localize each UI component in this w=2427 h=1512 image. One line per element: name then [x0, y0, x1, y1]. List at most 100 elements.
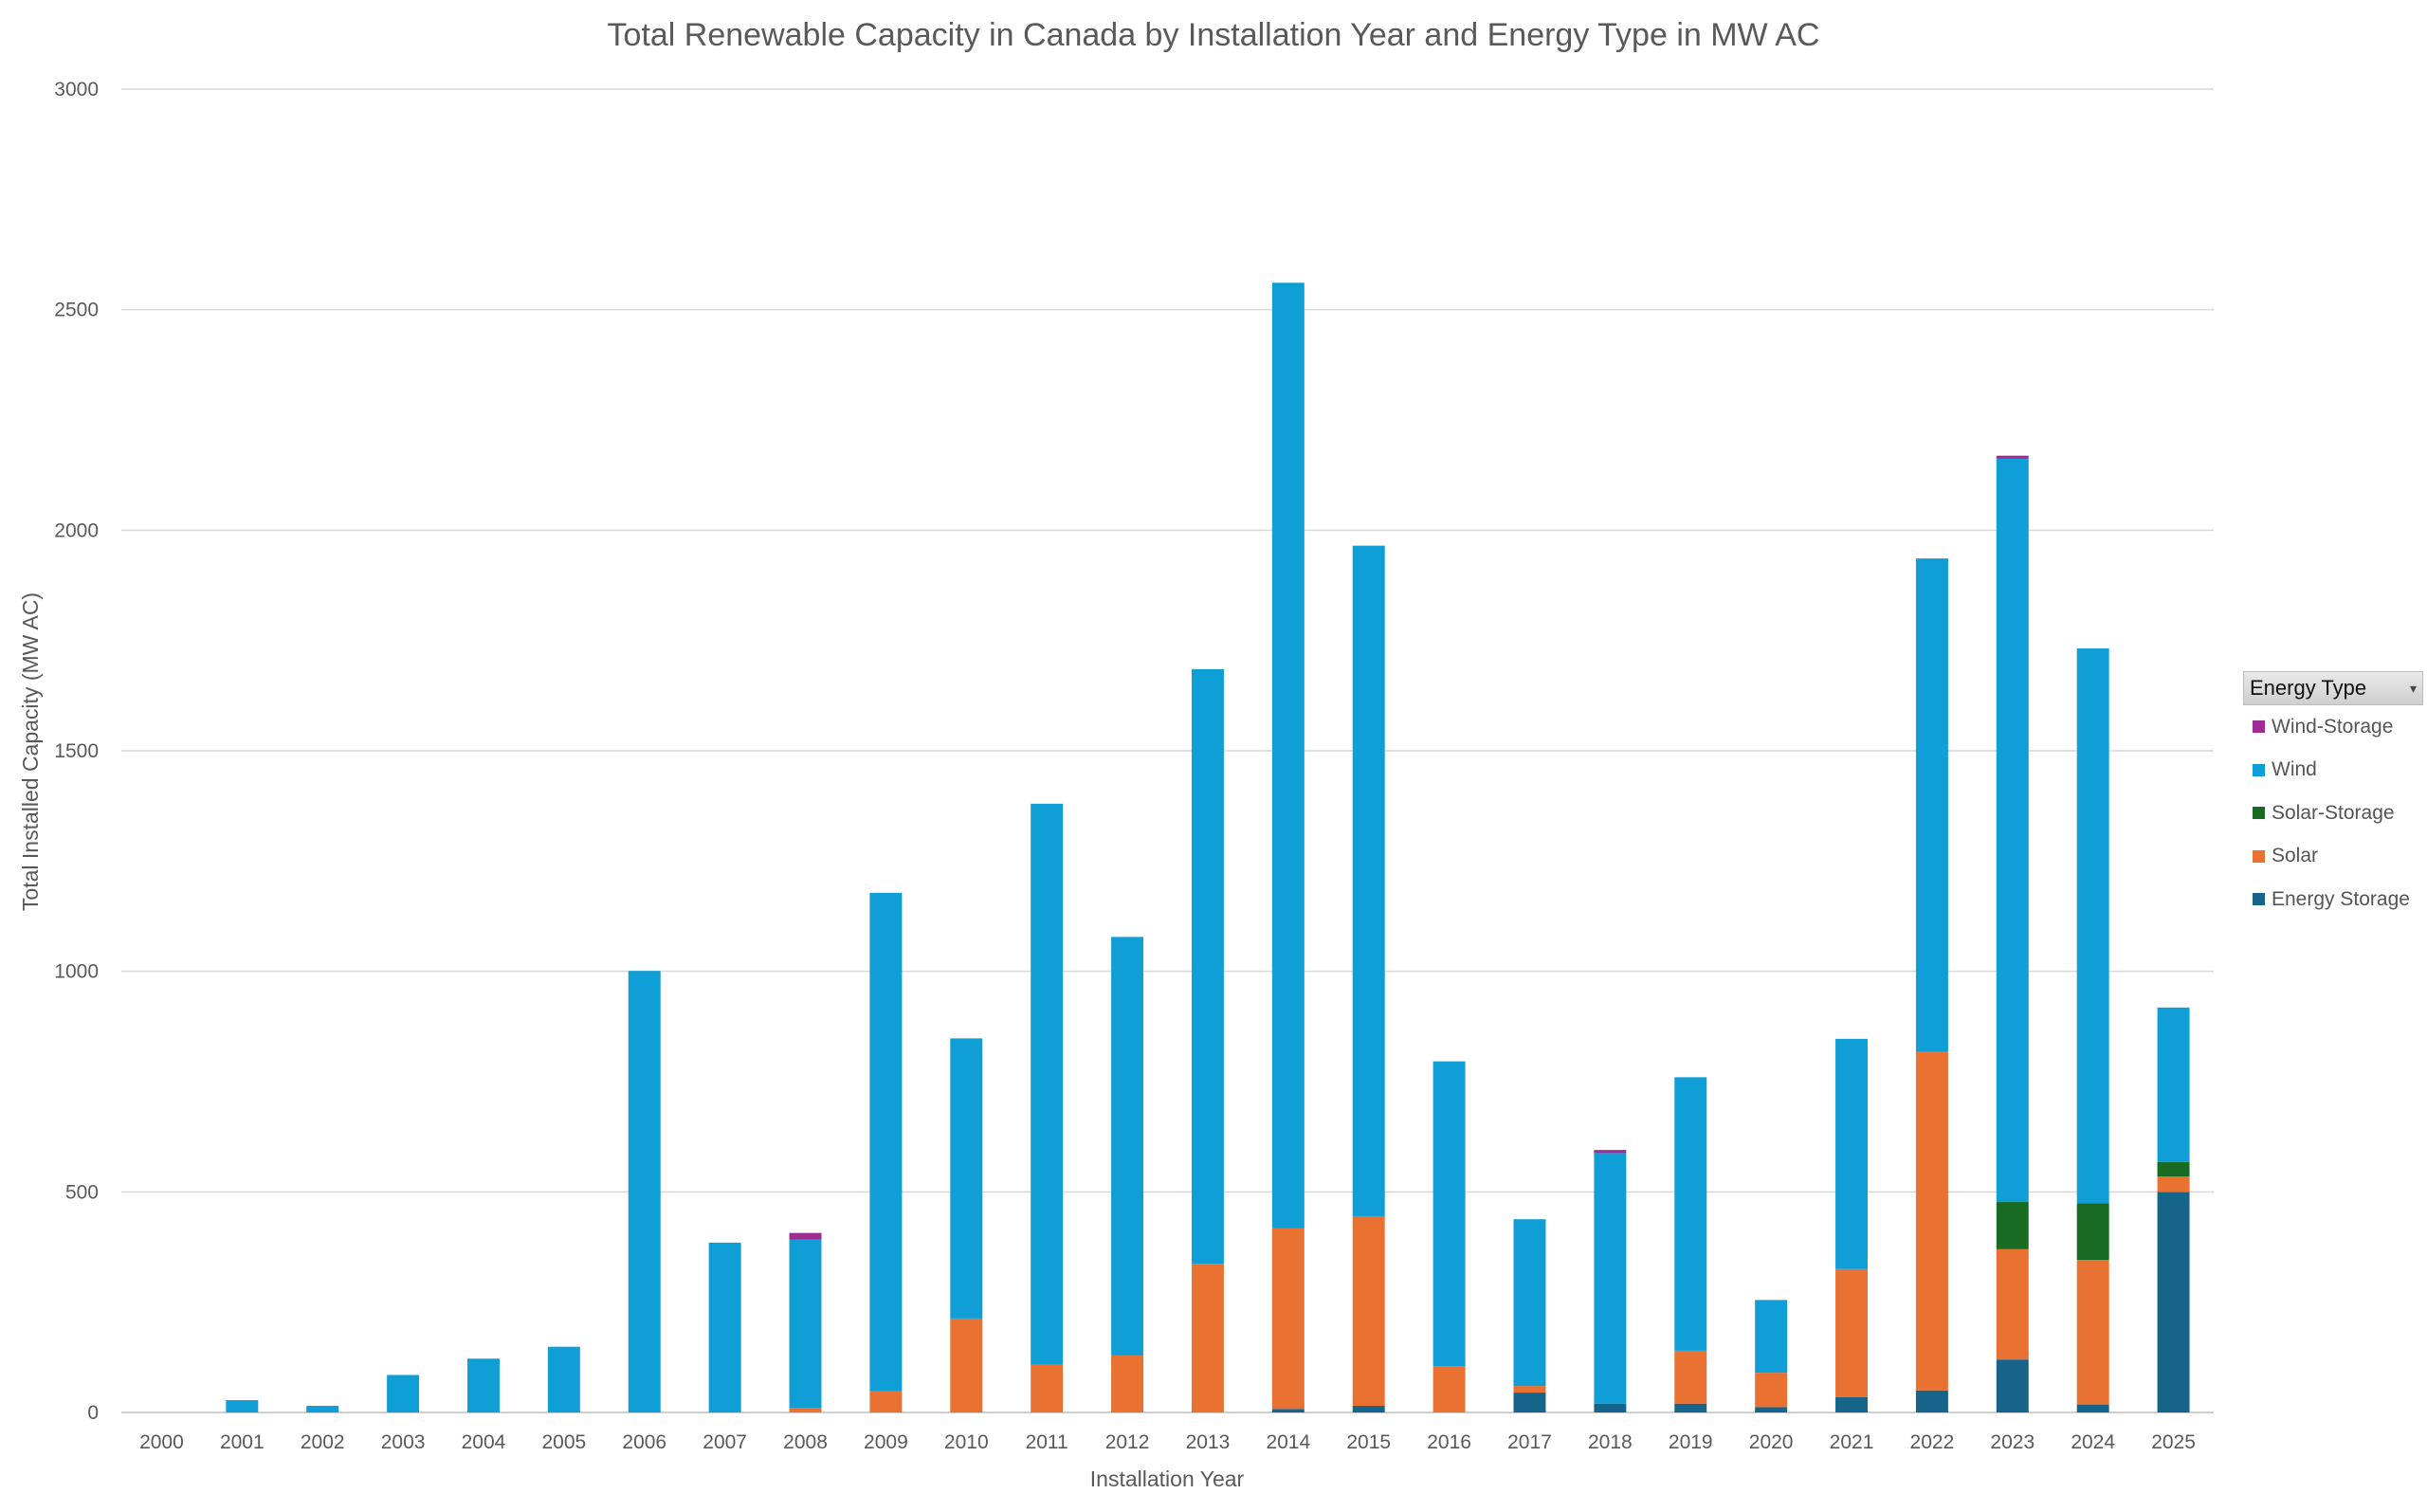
y-tick-label: 2500: [54, 300, 99, 321]
bar-segment-energy-storage[interactable]: [2157, 1192, 2190, 1412]
bar-segment-wind[interactable]: [387, 1375, 420, 1412]
legend-label: Solar-Storage: [2272, 801, 2395, 824]
legend-item[interactable]: Solar-Storage: [2243, 792, 2423, 835]
bar-segment-wind[interactable]: [869, 892, 903, 1392]
bar-segment-energy-storage[interactable]: [1352, 1406, 1385, 1412]
legend-item[interactable]: Wind: [2243, 749, 2423, 792]
bar-segment-wind[interactable]: [226, 1399, 259, 1412]
x-tick-label: 2008: [783, 1431, 828, 1453]
x-tick-label: 2013: [1186, 1431, 1231, 1453]
legend-label: Wind: [2272, 758, 2317, 781]
x-tick-label: 2009: [864, 1431, 908, 1453]
legend-item[interactable]: Wind-Storage: [2243, 705, 2423, 749]
bar-segment-energy-storage[interactable]: [1755, 1407, 1788, 1412]
x-tick-label: 2018: [1588, 1431, 1633, 1453]
bar-segment-energy-storage[interactable]: [1915, 1390, 1948, 1412]
bar-segment-solar[interactable]: [1674, 1350, 1707, 1404]
bar-segment-wind[interactable]: [1352, 545, 1385, 1216]
bar-segment-wind[interactable]: [708, 1242, 741, 1412]
bar-segment-wind-storage[interactable]: [1594, 1150, 1627, 1154]
filter-dropdown-icon[interactable]: ▾: [2409, 680, 2417, 696]
bar-segment-wind[interactable]: [789, 1239, 822, 1409]
bar-segment-solar[interactable]: [1271, 1228, 1305, 1410]
chart-title: Total Renewable Capacity in Canada by In…: [608, 17, 1820, 53]
bar-segment-wind[interactable]: [1111, 937, 1144, 1356]
bar-segment-wind[interactable]: [1271, 282, 1305, 1229]
bar-segment-wind[interactable]: [1835, 1038, 1868, 1269]
bar-segment-solar[interactable]: [1432, 1366, 1466, 1412]
y-tick-label: 3000: [54, 79, 99, 100]
x-tick-label: 2025: [2151, 1431, 2196, 1453]
bar-segment-solar[interactable]: [1031, 1364, 1064, 1412]
bar-segment-solar-storage[interactable]: [2157, 1161, 2190, 1177]
legend-item[interactable]: Solar: [2243, 835, 2423, 879]
bar-segment-solar-storage[interactable]: [2076, 1203, 2109, 1260]
bar-segment-wind[interactable]: [1915, 558, 1948, 1052]
bar-segment-solar-storage[interactable]: [1996, 1202, 2029, 1249]
legend-item[interactable]: Energy Storage: [2243, 878, 2423, 921]
x-tick-label: 2011: [1026, 1431, 1068, 1453]
bar-segment-energy-storage[interactable]: [1674, 1403, 1707, 1412]
bar-segment-wind[interactable]: [1031, 803, 1064, 1365]
bar-segment-wind[interactable]: [1191, 668, 1224, 1265]
bar-segment-solar[interactable]: [1835, 1268, 1868, 1397]
x-tick-label: 2016: [1427, 1431, 1471, 1453]
bar-segment-energy-storage[interactable]: [1271, 1409, 1305, 1412]
legend-items: Wind-Storage Wind Solar-Storage Solar Energy…: [2243, 705, 2423, 921]
bar-segment-wind-storage[interactable]: [1996, 455, 2029, 459]
legend-label: Wind-Storage: [2272, 715, 2394, 738]
legend-swatch: [2253, 849, 2265, 863]
legend-swatch: [2253, 807, 2265, 820]
bar-segment-solar[interactable]: [1191, 1264, 1224, 1412]
x-tick-label: 2007: [703, 1431, 747, 1453]
legend-swatch: [2253, 763, 2265, 776]
legend-label: Energy Storage: [2272, 887, 2410, 910]
bar-segment-wind[interactable]: [1594, 1153, 1627, 1404]
bar-segment-wind[interactable]: [547, 1346, 580, 1412]
x-tick-label: 2015: [1346, 1431, 1391, 1453]
bar-segment-solar[interactable]: [950, 1318, 983, 1412]
legend-header[interactable]: Energy Type ▾: [2243, 671, 2423, 705]
x-tick-label: 2020: [1749, 1431, 1794, 1453]
bar-segment-wind[interactable]: [2076, 648, 2109, 1204]
bar-segment-wind[interactable]: [2157, 1007, 2190, 1162]
y-axis-ticks: 0 500 1000 1500 2000 2500 3000: [54, 79, 99, 1424]
bar-segment-solar[interactable]: [789, 1408, 822, 1412]
bar-segment-energy-storage[interactable]: [1996, 1359, 2029, 1412]
bar-segment-solar[interactable]: [2157, 1176, 2190, 1193]
bar-segment-energy-storage[interactable]: [1835, 1396, 1868, 1412]
bar-segment-wind[interactable]: [628, 971, 661, 1412]
x-tick-label: 2002: [301, 1431, 345, 1453]
bar-segment-solar[interactable]: [1755, 1373, 1788, 1408]
bar-segment-wind[interactable]: [1432, 1061, 1466, 1367]
y-tick-label: 0: [87, 1402, 99, 1424]
bar-segment-solar[interactable]: [1915, 1051, 1948, 1391]
bar-segment-wind[interactable]: [467, 1358, 500, 1412]
bar-segment-wind[interactable]: [1996, 458, 2029, 1203]
bar-segment-wind-storage[interactable]: [789, 1232, 822, 1240]
x-tick-label: 2023: [1990, 1431, 2035, 1453]
bar-segment-wind[interactable]: [306, 1406, 339, 1412]
bar-segment-solar[interactable]: [1111, 1355, 1144, 1412]
bar-segment-wind[interactable]: [950, 1038, 983, 1319]
legend-label: Solar: [2272, 845, 2319, 867]
y-tick-label: 500: [65, 1181, 99, 1203]
bar-segment-solar[interactable]: [1352, 1215, 1385, 1407]
bar-segment-solar[interactable]: [2076, 1259, 2109, 1405]
bar-segment-wind[interactable]: [1674, 1077, 1707, 1351]
bar-segment-solar[interactable]: [1996, 1248, 2029, 1360]
bar-segment-wind[interactable]: [1513, 1219, 1546, 1387]
bar-segment-energy-storage[interactable]: [1594, 1403, 1627, 1412]
x-tick-label: 2022: [1910, 1431, 1955, 1453]
bar-segment-solar[interactable]: [869, 1391, 903, 1412]
gridlines: [121, 88, 2214, 1413]
bar-segment-wind[interactable]: [1755, 1300, 1788, 1374]
legend-title: Energy Type: [2250, 676, 2367, 700]
bar-segment-energy-storage[interactable]: [2076, 1404, 2109, 1412]
bar-segment-solar[interactable]: [1513, 1386, 1546, 1394]
x-tick-label: 2024: [2071, 1431, 2115, 1453]
x-tick-label: 2010: [944, 1431, 989, 1453]
bar-segment-energy-storage[interactable]: [1513, 1393, 1546, 1412]
